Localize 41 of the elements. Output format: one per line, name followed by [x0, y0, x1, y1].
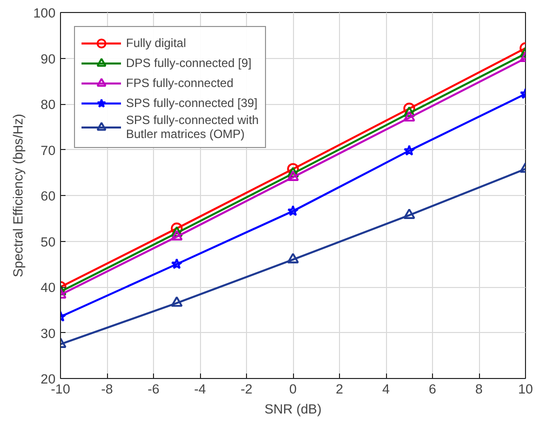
- y-axis-title: Spectral Efficiency (bps/Hz): [10, 114, 26, 278]
- y-tick-label: 90: [40, 51, 56, 66]
- point: [170, 230, 183, 240]
- x-tick-label: 6: [428, 382, 436, 396]
- point: [170, 226, 183, 237]
- point: [403, 106, 416, 117]
- point: [287, 170, 299, 181]
- x-tick-label: 10: [518, 382, 533, 396]
- x-tick-label: -4: [194, 382, 207, 396]
- y-tick-label: 80: [40, 97, 56, 112]
- x-tick-label: 0: [289, 382, 297, 396]
- point: [170, 296, 183, 307]
- x-tick-label: 4: [382, 382, 390, 396]
- legend-label: SPS fully-connected with Butler matrices (OMP): [126, 113, 259, 141]
- x-tick-label: 8: [475, 382, 483, 396]
- y-tick-label: 30: [40, 326, 56, 341]
- point: [287, 166, 299, 178]
- point: [404, 144, 415, 156]
- point: [403, 111, 416, 122]
- point: [287, 252, 299, 264]
- point: [287, 205, 299, 216]
- point: [170, 222, 183, 234]
- y-tick-label: 40: [40, 280, 56, 295]
- legend-label: FPS fully-connected: [126, 76, 234, 90]
- point: [171, 258, 182, 270]
- x-axis-title: SNR (dB): [264, 402, 322, 416]
- y-tick-label: 50: [40, 234, 56, 250]
- y-tick-label: 60: [40, 188, 56, 204]
- y-tick-label: 70: [40, 142, 56, 158]
- x-tick-label: -8: [101, 382, 113, 396]
- point: [403, 102, 416, 114]
- legend-label: SPS fully-connected [39]: [126, 96, 258, 110]
- legend-label: Fully digital: [126, 36, 186, 50]
- x-tick-label: 2: [336, 382, 344, 396]
- x-tick-label: -2: [240, 382, 252, 396]
- y-tick-label: 100: [33, 6, 56, 20]
- legend-label: DPS fully-connected [9]: [126, 56, 252, 70]
- y-tick-label: 20: [40, 372, 56, 386]
- point: [287, 163, 299, 175]
- x-tick-label: -6: [148, 382, 160, 396]
- point: [403, 208, 416, 219]
